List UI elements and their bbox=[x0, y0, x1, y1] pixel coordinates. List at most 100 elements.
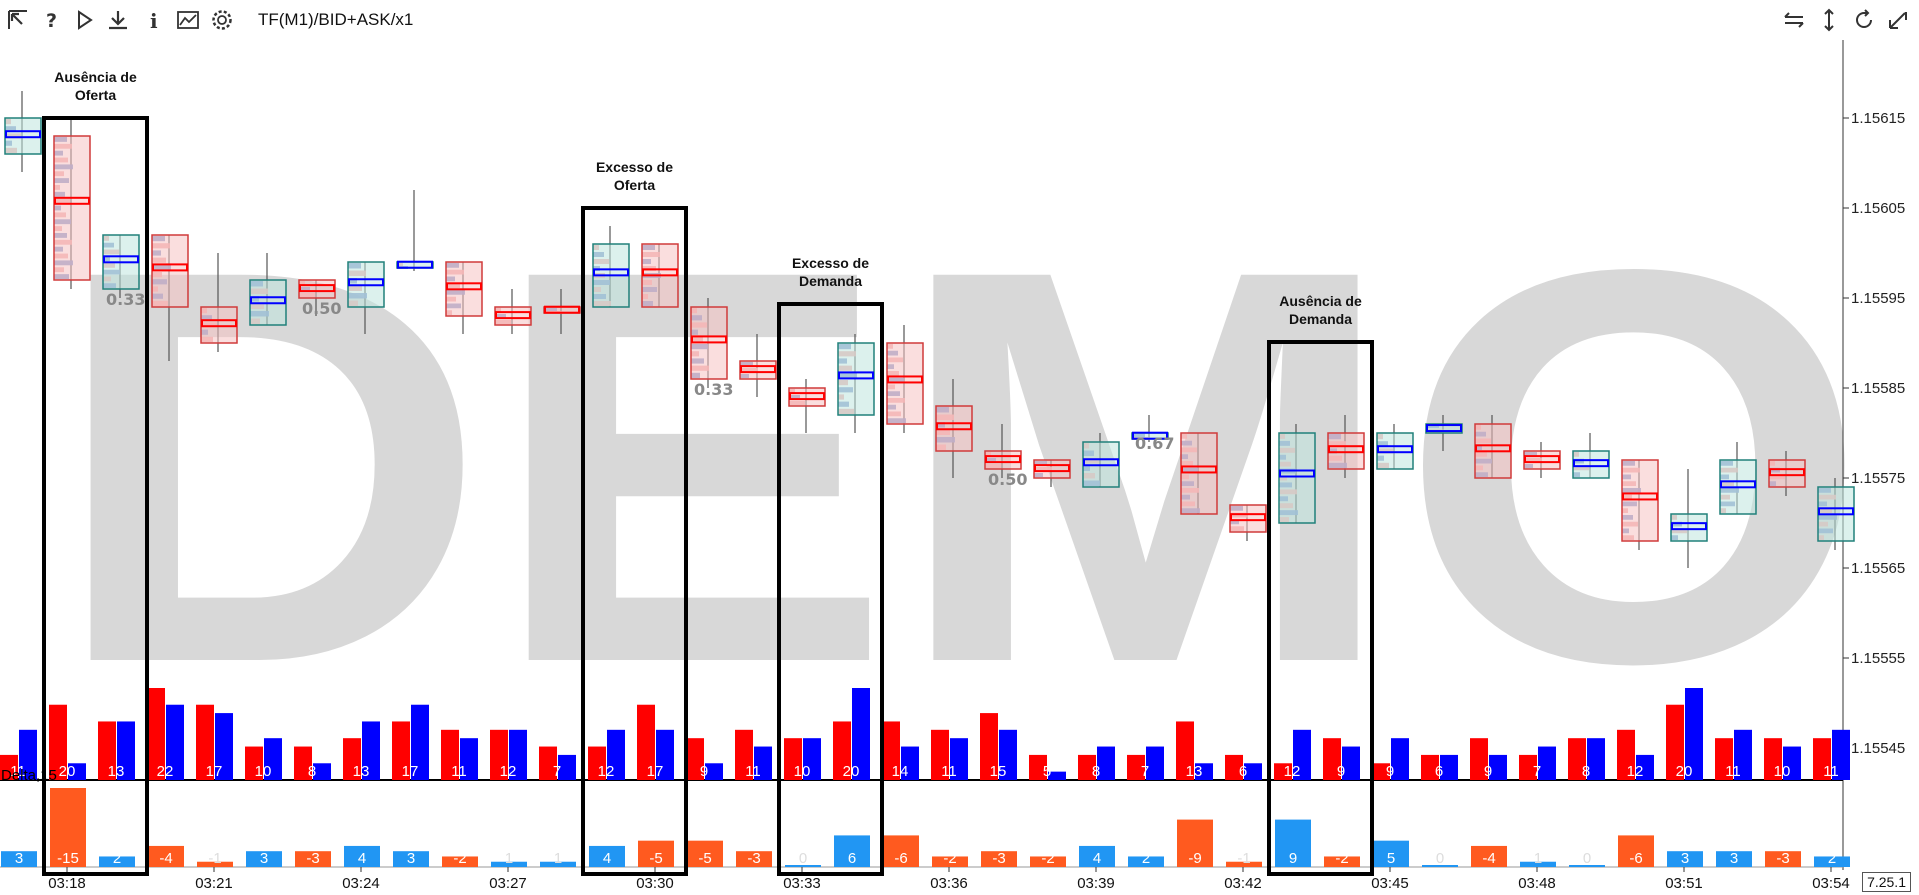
play-icon[interactable] bbox=[70, 6, 98, 34]
poc-marker bbox=[1426, 424, 1462, 433]
imbalance-ratio-label: 0.33 bbox=[694, 380, 733, 399]
price-tick-label: 1.15615 bbox=[1851, 110, 1905, 127]
volume-bid-bar bbox=[1372, 763, 1390, 780]
info-icon[interactable]: i bbox=[140, 6, 168, 34]
download-icon[interactable] bbox=[104, 6, 132, 34]
candle-body bbox=[1621, 459, 1659, 542]
annotation-label: Ausência de bbox=[54, 69, 137, 85]
volume-total-label: 8 bbox=[308, 763, 316, 780]
delta-bar bbox=[736, 851, 772, 867]
volume-bid-bar bbox=[980, 713, 998, 780]
delta-bar bbox=[540, 861, 576, 867]
volume-ask-bar bbox=[656, 729, 674, 780]
refresh-icon[interactable] bbox=[1850, 6, 1878, 34]
volume-total-label: 12 bbox=[1284, 763, 1301, 780]
delta-bar bbox=[99, 856, 135, 867]
poc-marker bbox=[593, 268, 629, 277]
candle-body bbox=[1523, 450, 1561, 470]
delta-bar bbox=[785, 865, 821, 867]
volume-bid-bar bbox=[294, 746, 312, 780]
reset-zoom-icon[interactable] bbox=[1884, 6, 1912, 34]
delta-bar bbox=[1520, 861, 1556, 867]
delta-bar bbox=[50, 788, 86, 867]
delta-bar bbox=[1128, 856, 1164, 867]
candle-body bbox=[494, 306, 532, 326]
delta-bar bbox=[491, 861, 527, 867]
delta-bar bbox=[197, 861, 233, 867]
delta-bar bbox=[589, 845, 625, 867]
price-tick-label: 1.15555 bbox=[1851, 650, 1905, 667]
poc-marker bbox=[1279, 469, 1315, 478]
delta-bar bbox=[1, 851, 37, 867]
delta-bar bbox=[883, 835, 919, 867]
volume-bid-bar bbox=[343, 738, 361, 780]
price-tick-label: 1.15605 bbox=[1851, 200, 1905, 217]
volume-ask-bar bbox=[1293, 729, 1311, 780]
delta-value-label: 4 bbox=[358, 850, 366, 867]
vertical-scale-icon[interactable] bbox=[1815, 6, 1843, 34]
delta-bar bbox=[981, 851, 1017, 867]
gear-icon[interactable] bbox=[208, 6, 236, 34]
annotation-label: Excesso de bbox=[596, 159, 673, 175]
volume-total-label: 14 bbox=[892, 763, 909, 780]
volume-bid-bar bbox=[735, 729, 753, 780]
poc-marker bbox=[544, 305, 580, 314]
poc-marker bbox=[397, 260, 433, 269]
poc-marker bbox=[838, 371, 874, 380]
volume-total-label: 17 bbox=[206, 763, 223, 780]
volume-ask-bar bbox=[1097, 746, 1115, 780]
volume-ask-bar bbox=[460, 738, 478, 780]
annotation-label: Oferta bbox=[75, 87, 116, 103]
volume-ask-bar bbox=[1832, 729, 1850, 780]
annotation-box bbox=[1267, 340, 1374, 876]
horizontal-scale-icon[interactable] bbox=[1780, 6, 1808, 34]
chart-image-icon[interactable] bbox=[174, 6, 202, 34]
cursor-arrow-icon[interactable] bbox=[4, 6, 32, 34]
delta-value-label: -6 bbox=[1629, 850, 1642, 867]
poc-marker bbox=[740, 365, 776, 374]
delta-value-label: -6 bbox=[894, 850, 907, 867]
volume-bid-bar bbox=[833, 721, 851, 780]
price-tick-label: 1.15585 bbox=[1851, 380, 1905, 397]
candle-body bbox=[984, 450, 1022, 470]
poc-marker bbox=[54, 196, 90, 205]
poc-marker bbox=[250, 296, 286, 305]
delta-bar bbox=[1667, 851, 1703, 867]
volume-total-label: 12 bbox=[500, 763, 517, 780]
candle-body bbox=[1768, 459, 1806, 488]
annotation-label: Ausência de bbox=[1279, 293, 1362, 309]
poc-marker bbox=[103, 255, 139, 264]
volume-ask-bar bbox=[166, 704, 184, 780]
volume-total-label: 8 bbox=[1092, 763, 1100, 780]
volume-ask-bar bbox=[705, 763, 723, 780]
delta-value-label: -1 bbox=[1237, 850, 1250, 867]
toolbar: ? i TF(M1)/BID+ASK/x1 bbox=[0, 0, 1919, 40]
delta-value-label: -15 bbox=[57, 850, 79, 867]
poc-marker bbox=[495, 311, 531, 320]
delta-value-label: 4 bbox=[1093, 850, 1101, 867]
delta-bar bbox=[1814, 856, 1850, 867]
annotation-label: Demanda bbox=[799, 273, 862, 289]
help-icon[interactable]: ? bbox=[38, 6, 66, 34]
candle-body bbox=[298, 279, 336, 299]
poc-marker bbox=[691, 335, 727, 344]
volume-ask-bar bbox=[950, 738, 968, 780]
delta-bar bbox=[1079, 845, 1115, 867]
delta-value-label: 0 bbox=[1583, 850, 1591, 867]
volume-bid-bar bbox=[1666, 704, 1684, 780]
volume-total-label: 9 bbox=[1386, 763, 1394, 780]
volume-bid-bar bbox=[1519, 754, 1537, 780]
delta-value-label: -4 bbox=[1482, 850, 1495, 867]
poc-marker bbox=[1132, 431, 1168, 440]
chart-area[interactable]: DEMO 1.15615 1.15605 1.15595 1.15585 1.15575 1… bbox=[0, 40, 1919, 895]
annotation-label: Demanda bbox=[1289, 311, 1352, 327]
delta-bar bbox=[1618, 835, 1654, 867]
volume-total-label: 22 bbox=[157, 763, 174, 780]
volume-ask-bar bbox=[264, 738, 282, 780]
volume-bid-bar bbox=[49, 704, 67, 780]
delta-value-label: 2 bbox=[1142, 850, 1150, 867]
delta-bar bbox=[1030, 856, 1066, 867]
volume-total-label: 11 bbox=[941, 763, 957, 780]
delta-value-label: -4 bbox=[159, 850, 172, 867]
volume-bid-bar bbox=[441, 729, 459, 780]
